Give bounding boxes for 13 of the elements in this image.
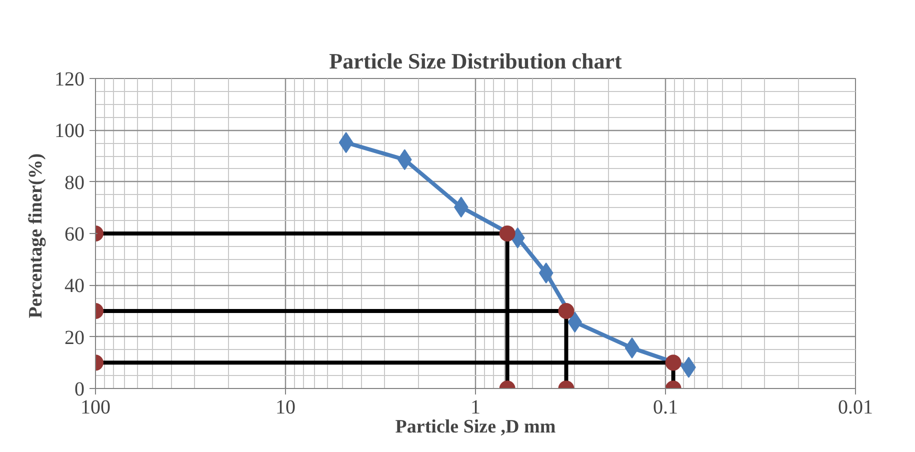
y-tick-label: 80 — [64, 172, 84, 194]
y-tick-label: 20 — [64, 326, 84, 349]
x-axis-title: Particle Size ,D mm — [395, 416, 556, 438]
chart-title: Particle Size Distribution chart — [329, 48, 623, 74]
y-tick-label: 100 — [54, 120, 84, 142]
x-tick-label: 0.01 — [838, 396, 873, 418]
y-tick-label: 120 — [54, 68, 84, 90]
y-tick-label: 40 — [64, 275, 84, 298]
y-tick-label: 60 — [64, 224, 84, 246]
x-tick-label: 1 — [470, 396, 480, 418]
y-axis-title: Percentage finer(%) — [26, 153, 46, 318]
x-tick-label: 10 — [276, 396, 296, 418]
x-tick-label: 0.1 — [653, 396, 678, 418]
